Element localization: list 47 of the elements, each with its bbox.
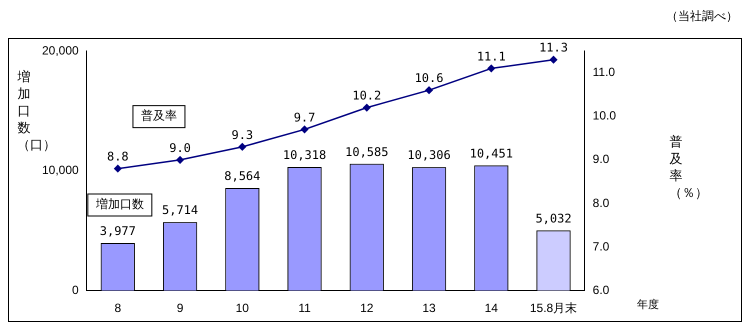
point [550, 56, 558, 64]
data-label: 8.8 [106, 150, 129, 164]
x-tick-label: 15.8月末 [530, 301, 578, 316]
data-label: 3,977 [100, 224, 136, 238]
point [300, 126, 308, 134]
data-label: 8,564 [224, 169, 260, 184]
x-tick-label: 11 [298, 301, 312, 316]
data-label: 5,032 [535, 211, 572, 226]
x-axis-title: 年度 [637, 297, 659, 312]
data-label: 10,318 [282, 148, 326, 162]
y-tick-label: 10,000 [42, 163, 80, 178]
point [425, 86, 433, 94]
y2-tick-label: 6.0 [592, 282, 610, 297]
point [176, 156, 184, 164]
data-label: 9.3 [231, 128, 254, 142]
y2-tick-label: 7.0 [592, 239, 610, 254]
y2-tick-label: 11.0 [592, 65, 616, 80]
y2-axis-title: 普及率（％） [669, 134, 708, 202]
x-tick-label: 13 [422, 301, 436, 316]
text: 普及率 [140, 108, 177, 123]
data-label: 9.7 [294, 110, 316, 124]
y2-tick-label: 10.0 [592, 108, 616, 123]
point [363, 104, 371, 112]
point [114, 164, 122, 172]
data-label: 11.1 [476, 49, 506, 64]
x-tick-label: 9 [176, 301, 184, 316]
y-axis-title: 増加口数（口） [17, 69, 56, 154]
x-tick-label: 14 [484, 301, 498, 316]
data-label: 11.3 [539, 40, 568, 55]
x-tick-label: 10 [236, 301, 250, 316]
data-label: 10,585 [345, 144, 388, 159]
data-label: 10.2 [352, 88, 382, 103]
y2-tick-label: 8.0 [592, 196, 610, 210]
series-label: 増加口数 [94, 197, 144, 212]
data-label: 9.0 [169, 140, 191, 155]
data-label: 10.6 [414, 71, 444, 86]
data-label: 10,306 [407, 148, 451, 162]
y-tick-label: 0 [72, 282, 80, 297]
data-label: 5,714 [162, 203, 198, 218]
x-tick-label: 12 [360, 301, 374, 316]
y-tick-label: 20,000 [42, 43, 80, 58]
y2-tick-label: 9.0 [592, 152, 610, 166]
x-tick-label: 8 [114, 301, 122, 316]
text: （当社調べ） [666, 8, 738, 25]
point [488, 64, 496, 72]
data-label: 10,451 [470, 146, 513, 160]
point [238, 143, 246, 151]
